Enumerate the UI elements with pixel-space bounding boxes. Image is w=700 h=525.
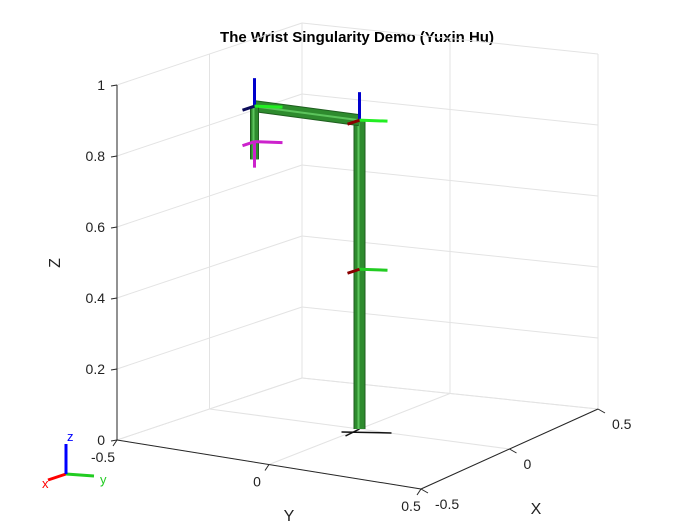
z-tick-label: 0.8 [86,148,106,164]
y-tick-label: 0.5 [401,498,421,514]
triad-z-label: z [67,429,74,444]
z-tick-label: 1 [97,77,105,93]
x-axis-label: X [531,501,542,518]
x-tick-label: 0.5 [612,416,632,432]
tick-labels: 00.20.40.60.81-0.500.50.50-0.5 [86,77,632,514]
triad-y-axis [65,472,95,478]
z-tick-label: 0.6 [86,219,106,235]
triad-y-label: y [100,472,107,487]
y-tick-label: 0 [253,474,261,490]
y-tick-label: -0.5 [91,449,115,465]
joint-frame [347,267,388,275]
z-tick-label: 0.4 [86,290,106,306]
joint-frame [242,140,283,168]
y-axis-label: Y [284,508,295,525]
orientation-triad: x y z [42,429,107,491]
x-tick-label: -0.5 [435,496,459,512]
z-axis-label: Z [47,258,64,268]
triad-x-axis [47,472,67,482]
base-frame-y [345,428,360,437]
x-tick-label: 0 [524,456,532,472]
chart-title: The Wrist Singularity Demo (Yuxin Hu) [220,29,494,46]
triad-x-label: x [42,476,49,491]
z-tick-label: 0.2 [86,361,106,377]
joint-frame [242,78,283,112]
base-frame-x [341,431,392,434]
z-tick-label: 0 [97,432,105,448]
joint-frame [347,92,388,126]
robot-link-highlight [253,105,359,122]
robot-arm [242,78,392,437]
